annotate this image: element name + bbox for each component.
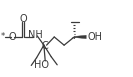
Text: *: * bbox=[1, 32, 5, 41]
Polygon shape bbox=[74, 35, 86, 39]
Text: O: O bbox=[19, 14, 27, 24]
Text: NH: NH bbox=[28, 30, 43, 40]
Text: C: C bbox=[42, 41, 49, 51]
Text: O: O bbox=[8, 32, 16, 42]
Text: OH: OH bbox=[88, 32, 103, 42]
Text: ••: •• bbox=[70, 36, 76, 41]
Text: HO: HO bbox=[34, 60, 49, 70]
